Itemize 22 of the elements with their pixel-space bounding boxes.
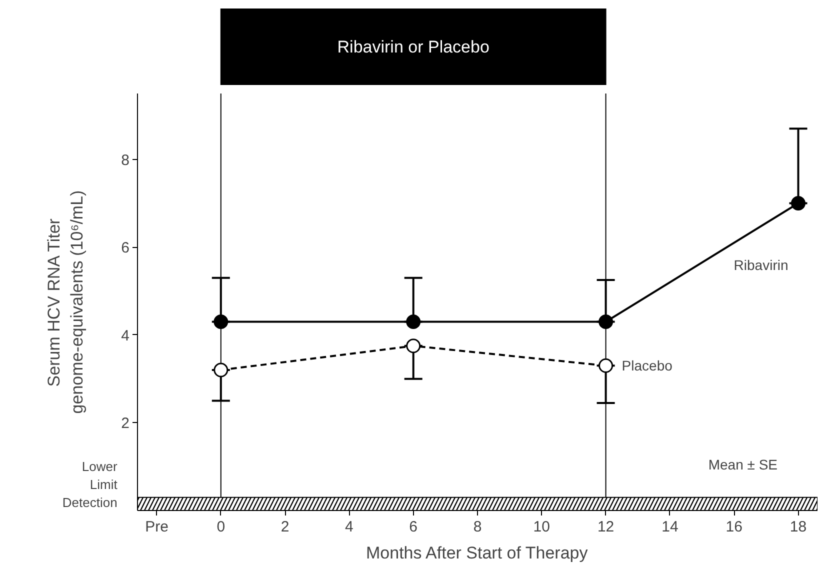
- text: Ribavirin or Placebo: [337, 38, 490, 56]
- series-label: Ribavirin: [734, 257, 788, 274]
- series-label: Placebo: [622, 358, 673, 374]
- x-tick-label: 4: [345, 518, 354, 536]
- x-tick-label: 18: [790, 518, 807, 536]
- x-tick-label: 0: [216, 518, 226, 536]
- x-tick-label: 16: [726, 518, 742, 536]
- y-tick-label: 4: [121, 327, 130, 344]
- y-tick-label: 2: [121, 415, 130, 432]
- annotation: Mean ± SE: [708, 456, 778, 472]
- x-tick-label: 2: [280, 518, 290, 536]
- x-tick-label: 10: [533, 518, 550, 536]
- x-tick-label: 6: [409, 518, 418, 536]
- x-tick-label: Pre: [145, 518, 168, 536]
- y-axis-title: Serum HCV RNA Titer genome-equivalents (10⁶/mL): [44, 190, 86, 414]
- x-tick-label: 8: [473, 518, 482, 536]
- x-tick-label: 14: [662, 518, 678, 536]
- band-label: Lower Limit Detection: [62, 458, 118, 510]
- y-tick-label: 8: [121, 152, 130, 169]
- x-axis-title: Months After Start of Therapy: [366, 544, 588, 562]
- x-tick-label: 12: [597, 518, 614, 536]
- y-tick-label: 6: [121, 240, 130, 257]
